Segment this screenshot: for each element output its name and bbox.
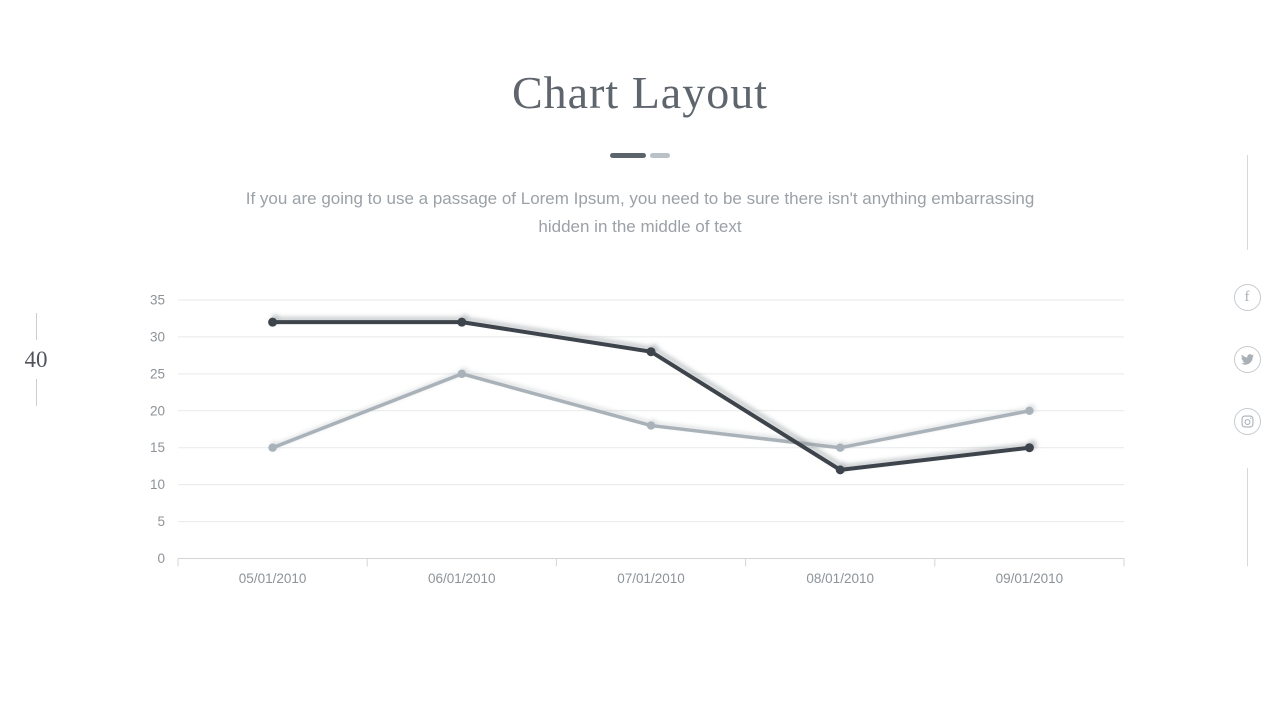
instagram-icon [1241, 415, 1253, 428]
subtitle-line-1: If you are going to use a passage of Lor… [245, 189, 1035, 208]
page-rail-line-bottom [35, 379, 37, 406]
page-number-rail: 40 [14, 313, 58, 406]
series-dark-point-2 [646, 347, 656, 357]
page-rail-line-top [35, 313, 37, 340]
page-title: Chart Layout [512, 67, 768, 118]
twitter-icon [1240, 354, 1254, 365]
x-tick-label-1: 06/01/2010 [428, 571, 496, 586]
series-dark-point-4 [1024, 443, 1034, 453]
series-light-point-4 [1025, 406, 1034, 415]
twitter-button[interactable] [1233, 346, 1261, 373]
social-rail: f [1233, 155, 1261, 566]
series-light [268, 369, 1034, 452]
subtitle: If you are going to use a passage of Lor… [0, 185, 1280, 241]
facebook-icon: f [1244, 289, 1250, 305]
y-tick-label-5: 5 [157, 514, 165, 529]
page-number: 40 [24, 347, 48, 372]
social-rail-line-bottom [1246, 468, 1248, 566]
x-tick-label-2: 07/01/2010 [617, 571, 685, 586]
series-dark-point-3 [835, 465, 845, 475]
x-tick-label-4: 09/01/2010 [996, 571, 1064, 586]
y-tick-label-35: 35 [150, 293, 165, 308]
series-dark-point-1 [457, 317, 467, 327]
y-tick-label-0: 0 [157, 551, 165, 566]
y-tick-label-20: 20 [150, 403, 165, 418]
series-dark-point-0 [268, 317, 278, 327]
title-divider [0, 152, 1280, 158]
series-dark [268, 317, 1034, 475]
instagram-button[interactable] [1233, 408, 1261, 435]
y-tick-label-15: 15 [150, 440, 165, 455]
divider-dark-bar [610, 152, 646, 158]
series-light-point-0 [268, 443, 277, 452]
series-light-point-1 [457, 369, 466, 379]
y-tick-label-10: 10 [150, 477, 165, 492]
facebook-button[interactable]: f [1233, 284, 1261, 311]
social-rail-line-top [1246, 155, 1248, 250]
y-tick-label-30: 30 [150, 329, 165, 344]
x-tick-label-3: 08/01/2010 [806, 571, 874, 586]
divider-light-bar [650, 152, 670, 158]
y-tick-label-25: 25 [150, 366, 165, 381]
series-light-point-2 [646, 421, 656, 430]
subtitle-line-2: hidden in the middle of text [538, 217, 742, 236]
series-light-point-3 [836, 443, 845, 452]
x-tick-label-0: 05/01/2010 [239, 571, 307, 586]
